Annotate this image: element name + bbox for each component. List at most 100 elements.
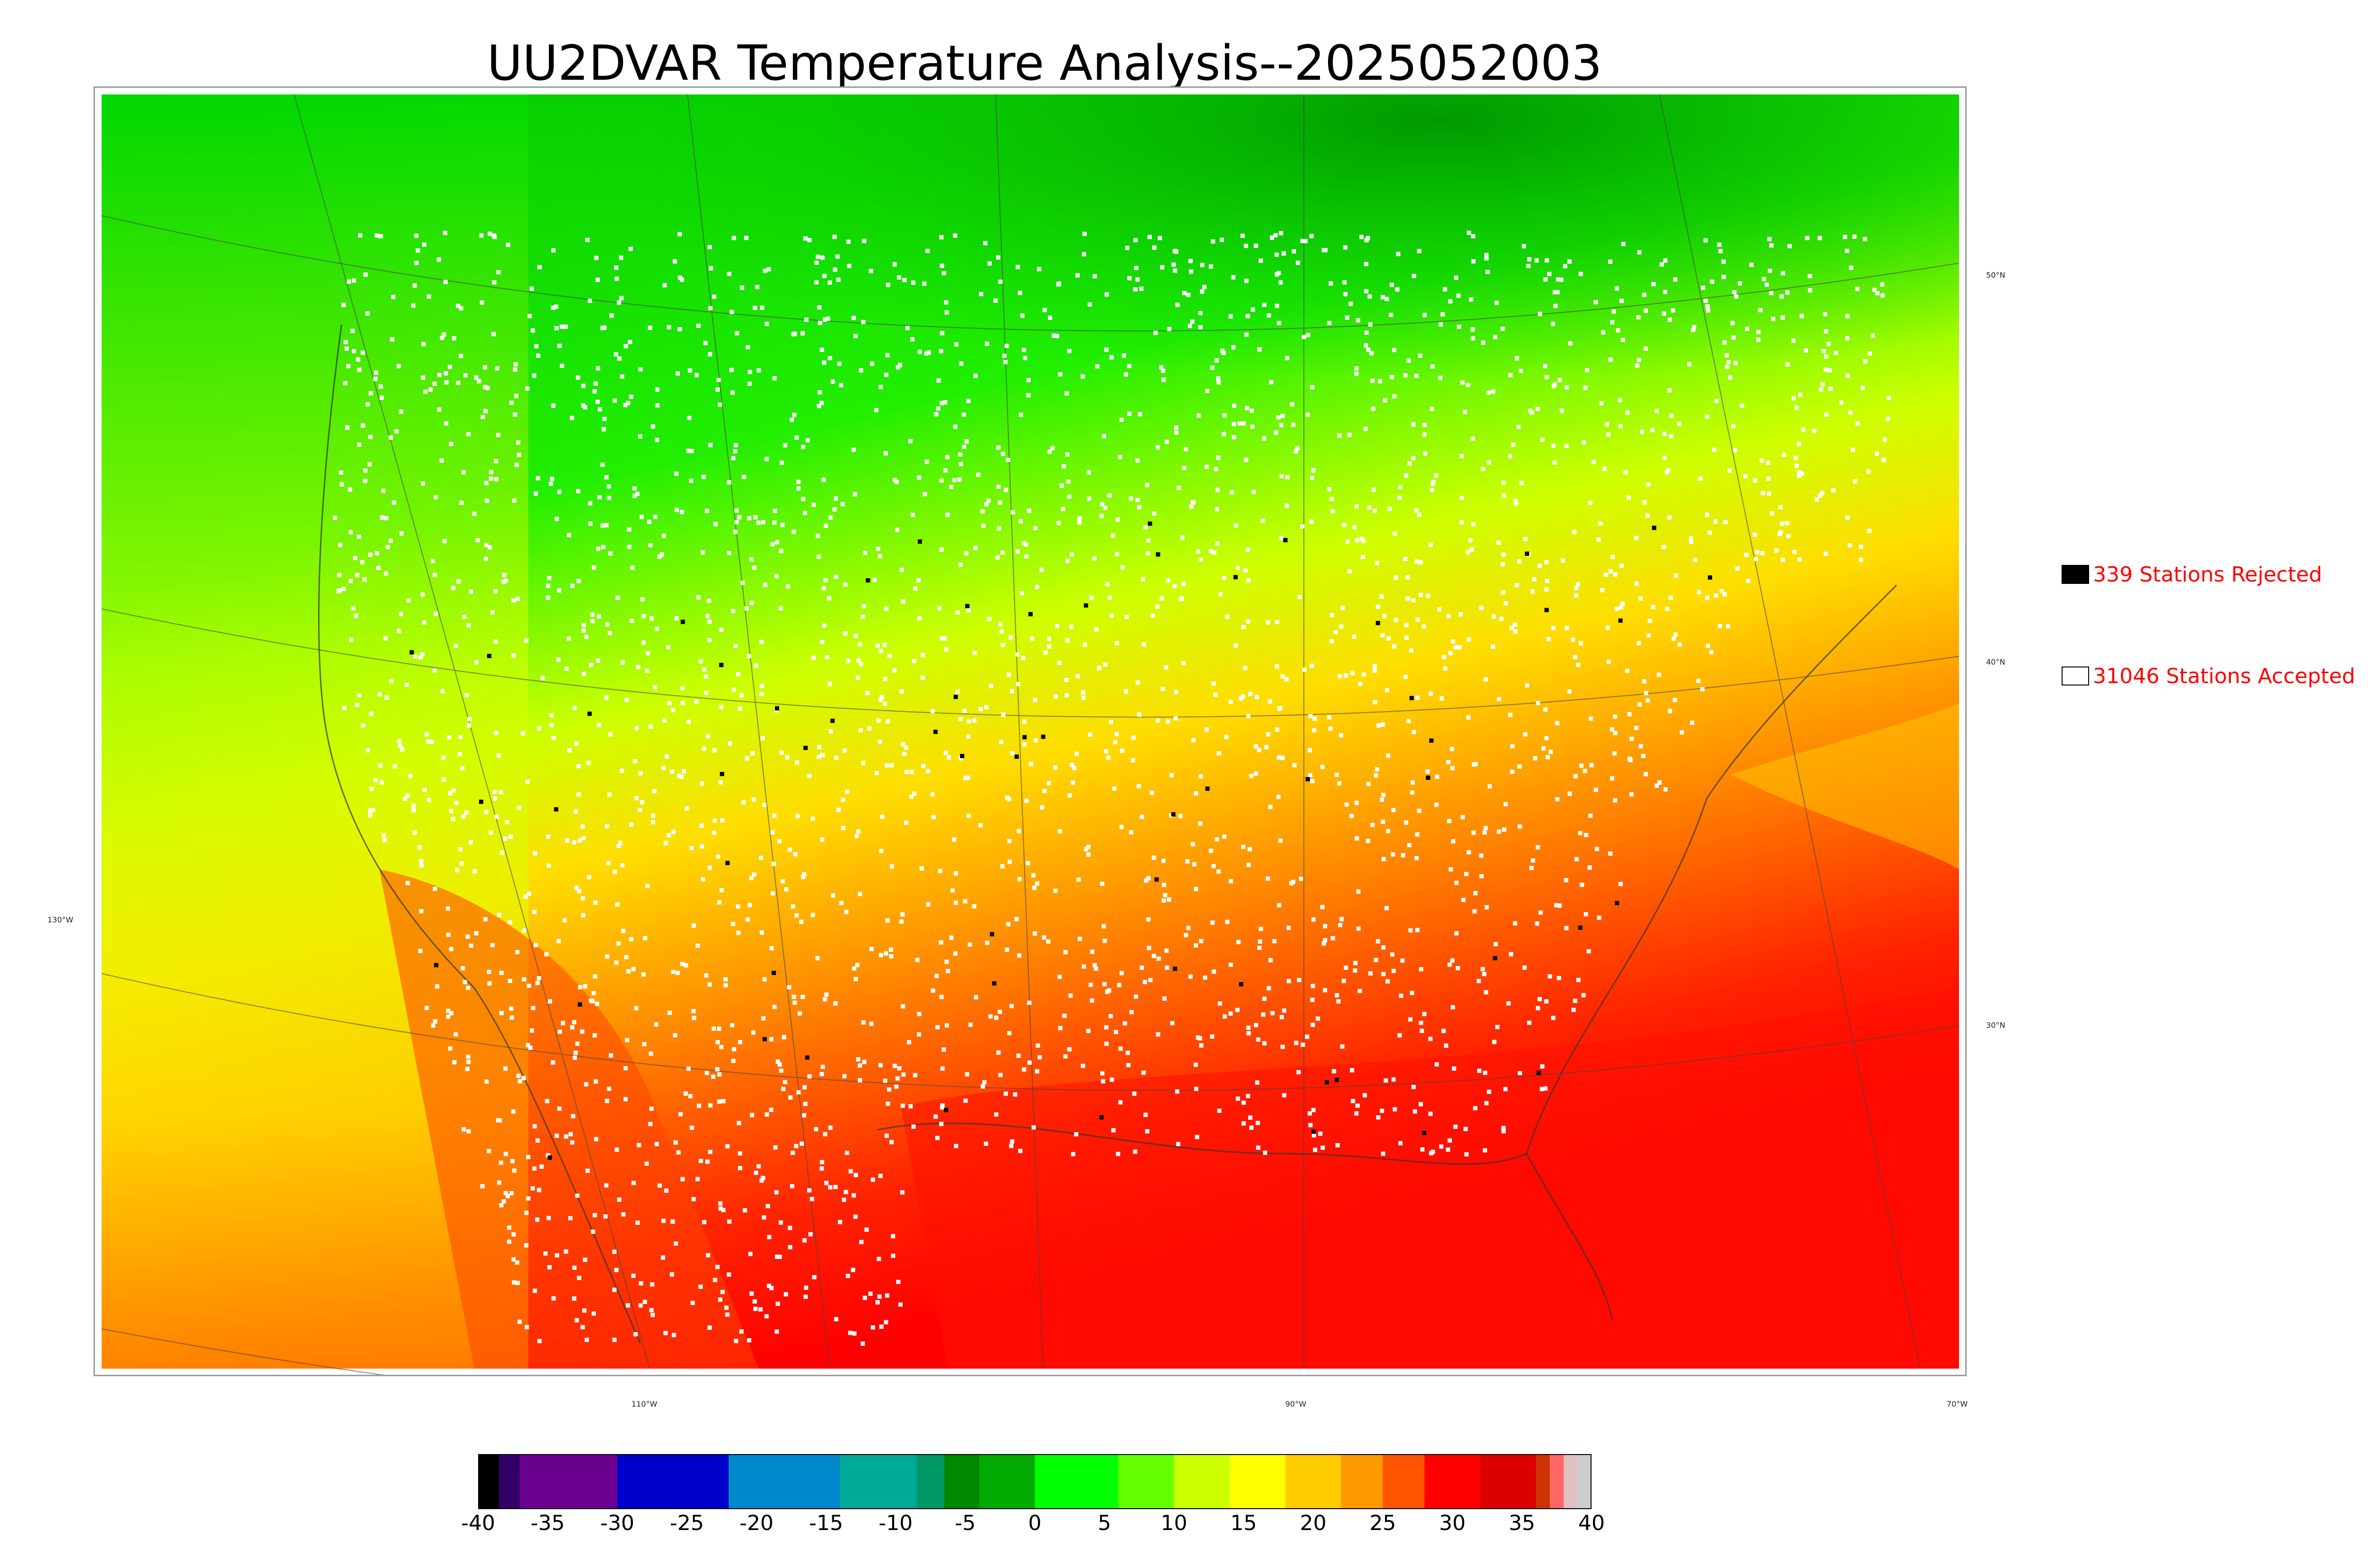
station-marker-accepted xyxy=(369,711,374,716)
station-marker-accepted xyxy=(1642,679,1647,684)
station-marker-accepted xyxy=(769,946,774,950)
station-marker-accepted xyxy=(794,435,799,440)
station-marker-accepted xyxy=(549,713,554,718)
station-marker-accepted xyxy=(594,1137,599,1142)
station-marker-accepted xyxy=(835,254,840,259)
station-marker-accepted xyxy=(708,266,713,271)
station-marker-accepted xyxy=(842,1074,847,1079)
station-marker-accepted xyxy=(420,652,424,657)
station-marker-accepted xyxy=(706,734,710,739)
station-marker-accepted xyxy=(1053,765,1058,770)
station-marker-accepted xyxy=(917,349,922,354)
station-marker-accepted xyxy=(466,1060,471,1064)
station-marker-accepted xyxy=(551,1296,556,1301)
station-marker-accepted xyxy=(1777,532,1782,536)
station-marker-accepted xyxy=(627,545,631,549)
station-marker-accepted xyxy=(1608,851,1613,856)
station-marker-accepted xyxy=(1703,238,1708,243)
station-marker-accepted xyxy=(1634,581,1639,586)
station-marker-accepted xyxy=(567,533,572,537)
station-marker-accepted xyxy=(1162,996,1167,1001)
station-marker-accepted xyxy=(885,1293,890,1298)
station-marker-accepted xyxy=(1016,1053,1021,1058)
station-marker-accepted xyxy=(1064,677,1069,682)
station-marker-accepted xyxy=(1500,327,1505,331)
station-marker-accepted xyxy=(1137,712,1141,717)
station-marker-rejected xyxy=(587,712,592,716)
station-marker-accepted xyxy=(1308,714,1313,719)
station-marker-accepted xyxy=(891,1253,895,1258)
station-marker-accepted xyxy=(1191,738,1196,742)
station-marker-accepted xyxy=(733,644,738,648)
station-marker-accepted xyxy=(747,516,752,521)
station-marker-accepted xyxy=(999,740,1004,744)
station-marker-accepted xyxy=(1618,424,1623,429)
station-marker-accepted xyxy=(1354,1111,1359,1116)
station-marker-accepted xyxy=(1089,595,1094,600)
station-marker-accepted xyxy=(593,900,598,905)
station-marker-accepted xyxy=(1766,460,1771,465)
station-marker-accepted xyxy=(1786,534,1791,538)
temperature-map xyxy=(94,86,1967,1376)
station-marker-accepted xyxy=(640,597,645,602)
station-marker-accepted xyxy=(426,294,431,299)
station-marker-accepted xyxy=(1273,430,1278,435)
station-marker-rejected xyxy=(1171,812,1176,817)
station-marker-accepted xyxy=(570,1140,575,1145)
station-marker-accepted xyxy=(1644,691,1649,695)
station-marker-accepted xyxy=(1499,616,1504,621)
station-marker-accepted xyxy=(1370,378,1375,383)
station-marker-accepted xyxy=(1386,753,1391,758)
station-marker-accepted xyxy=(740,285,744,290)
station-marker-accepted xyxy=(512,1168,517,1173)
station-marker-accepted xyxy=(588,501,593,506)
station-marker-accepted xyxy=(496,270,501,274)
station-marker-accepted xyxy=(501,580,506,584)
station-marker-accepted xyxy=(976,472,980,477)
station-marker-accepted xyxy=(1662,432,1667,436)
station-marker-accepted xyxy=(1444,1043,1449,1048)
station-marker-accepted xyxy=(727,1219,732,1224)
station-marker-rejected xyxy=(989,932,994,937)
station-marker-accepted xyxy=(1417,513,1422,517)
station-marker-accepted xyxy=(483,917,488,921)
station-marker-accepted xyxy=(885,918,890,923)
station-marker-accepted xyxy=(1111,533,1115,538)
station-marker-accepted xyxy=(1196,549,1200,554)
station-marker-accepted xyxy=(1596,537,1601,542)
station-marker-accepted xyxy=(1791,338,1796,343)
station-marker-accepted xyxy=(1418,592,1423,597)
station-marker-accepted xyxy=(1470,547,1474,552)
station-marker-accepted xyxy=(1407,843,1412,847)
station-marker-accepted xyxy=(521,1076,526,1080)
station-marker-accepted xyxy=(433,573,437,577)
station-marker-accepted xyxy=(830,379,835,384)
station-marker-accepted xyxy=(1735,566,1740,571)
station-marker-accepted xyxy=(1381,945,1386,950)
station-marker-accepted xyxy=(895,365,900,370)
station-marker-accepted xyxy=(1434,473,1439,478)
station-marker-accepted xyxy=(1161,883,1166,887)
station-marker-accepted xyxy=(612,1337,617,1342)
station-marker-accepted xyxy=(764,1314,769,1319)
station-marker-accepted xyxy=(604,1099,609,1103)
station-marker-accepted xyxy=(1721,259,1726,264)
station-marker-accepted xyxy=(996,484,1001,489)
station-marker-accepted xyxy=(817,305,822,310)
station-marker-accepted xyxy=(922,282,927,286)
station-marker-accepted xyxy=(698,1159,703,1163)
station-marker-rejected xyxy=(1708,575,1713,580)
station-marker-accepted xyxy=(530,328,535,333)
station-marker-rejected xyxy=(960,753,965,758)
station-marker-accepted xyxy=(998,280,1003,284)
station-marker-accepted xyxy=(1412,273,1416,278)
station-marker-accepted xyxy=(469,589,473,594)
station-marker-accepted xyxy=(1262,302,1267,307)
station-marker-accepted xyxy=(774,1190,779,1195)
station-marker-accepted xyxy=(509,1006,514,1011)
station-marker-accepted xyxy=(1564,926,1569,930)
station-marker-accepted xyxy=(1024,554,1029,559)
station-marker-accepted xyxy=(1345,315,1349,320)
station-marker-accepted xyxy=(973,374,978,378)
station-marker-accepted xyxy=(1411,456,1416,460)
